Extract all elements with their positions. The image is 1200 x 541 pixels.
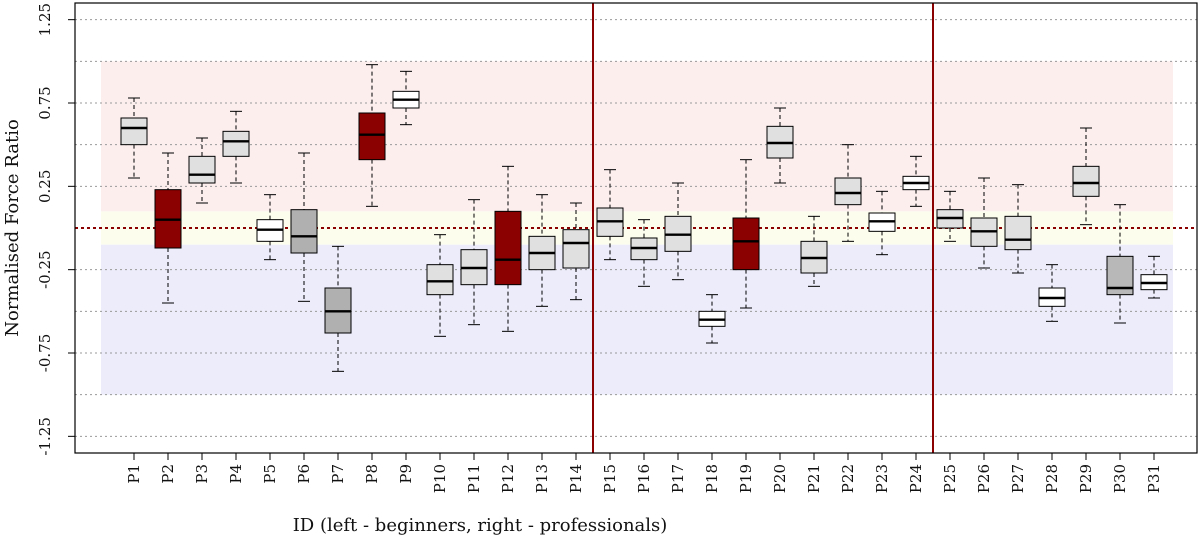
y-tick-label: -0.75 <box>36 334 54 372</box>
iqr-box <box>1072 165 1100 197</box>
x-tick-label: P1 <box>125 464 143 484</box>
box-p18 <box>698 294 726 344</box>
y-axis: -1.25 -0.75 -0.25 0.25 0.75 1.25 <box>36 3 75 456</box>
iqr-box <box>188 155 216 184</box>
box-p13 <box>528 194 556 307</box>
box-p7 <box>324 245 352 372</box>
y-axis-title: Normalised Force Ratio <box>2 119 23 337</box>
y-tick-label: -0.25 <box>36 250 54 288</box>
x-tick-label: P6 <box>295 464 313 484</box>
x-tick-label: P3 <box>193 464 211 484</box>
box-p4 <box>222 110 250 184</box>
box-p25 <box>936 190 964 242</box>
box-p31 <box>1140 255 1168 299</box>
box-p14 <box>562 202 590 301</box>
iqr-box <box>426 264 454 296</box>
x-tick-label: P17 <box>669 464 687 493</box>
upper-band <box>101 61 1173 212</box>
x-tick-label: P26 <box>975 464 993 493</box>
box-p6 <box>290 152 318 302</box>
y-tick-label: 0.25 <box>36 170 54 203</box>
box-p9 <box>392 70 420 126</box>
iqr-box <box>358 112 386 161</box>
box-p28 <box>1038 264 1066 322</box>
box-p23 <box>868 190 896 256</box>
x-tick-label: P25 <box>941 464 959 493</box>
box-p2 <box>154 152 182 304</box>
iqr-box <box>732 217 760 271</box>
lower-band <box>101 244 1173 395</box>
x-tick-label: P10 <box>431 464 449 493</box>
box-p19 <box>732 159 760 309</box>
x-tick-label: P27 <box>1009 464 1027 493</box>
x-tick-label: P30 <box>1111 464 1129 493</box>
box-p11 <box>460 199 488 326</box>
box-p12 <box>494 165 522 332</box>
x-tick-label: P28 <box>1043 464 1061 493</box>
box-p27 <box>1004 184 1032 274</box>
iqr-box <box>290 209 318 254</box>
x-tick-label: P31 <box>1145 464 1163 493</box>
x-tick-label: P13 <box>533 464 551 493</box>
x-axis-title: ID (left - beginners, right - profession… <box>293 515 668 536</box>
x-tick-label: P5 <box>261 464 279 484</box>
box-p24 <box>902 155 930 207</box>
iqr-box <box>222 130 250 157</box>
iqr-box <box>1004 215 1032 251</box>
box-p16 <box>630 219 658 287</box>
x-tick-label: P23 <box>873 464 891 493</box>
x-tick-label: P24 <box>907 464 925 493</box>
boxes <box>120 64 1168 372</box>
y-tick-label: 1.25 <box>36 3 54 36</box>
box-p5 <box>256 194 284 261</box>
x-tick-label: P16 <box>635 464 653 493</box>
iqr-box <box>562 229 590 269</box>
x-tick-label: P9 <box>397 464 415 484</box>
y-tick-label: -1.25 <box>36 417 54 455</box>
box-p8 <box>358 64 386 207</box>
x-tick-label: P11 <box>465 464 483 493</box>
grid-lines <box>75 19 1197 437</box>
x-tick-label: P8 <box>363 464 381 484</box>
x-tick-label: P21 <box>805 464 823 493</box>
group-separators <box>592 3 934 453</box>
x-tick-label: P20 <box>771 464 789 493</box>
x-axis: P1 P2 P3 P4 P5 P6 P7 P8 P9 P10 P11 P12 P13 P14 P15 P16 P… <box>125 452 1163 493</box>
box-p22 <box>834 144 862 242</box>
x-tick-label: P19 <box>737 464 755 493</box>
box-p20 <box>766 107 794 184</box>
box-p21 <box>800 215 828 287</box>
box-p3 <box>188 137 216 204</box>
x-tick-label: P4 <box>227 464 245 484</box>
x-tick-label: P15 <box>601 464 619 493</box>
box-p10 <box>426 234 454 337</box>
x-tick-label: P29 <box>1077 464 1095 493</box>
box-p17 <box>664 182 692 281</box>
x-tick-label: P22 <box>839 464 857 493</box>
iqr-box <box>120 117 148 146</box>
x-tick-label: P18 <box>703 464 721 493</box>
box-p15 <box>596 169 624 261</box>
y-tick-label: 0.75 <box>36 86 54 119</box>
box-p29 <box>1072 127 1100 226</box>
box-p26 <box>970 177 998 269</box>
box-p1 <box>120 97 148 179</box>
x-tick-label: P2 <box>159 464 177 484</box>
x-tick-label: P7 <box>329 464 347 484</box>
iqr-box <box>494 210 522 286</box>
x-tick-label: P12 <box>499 464 517 493</box>
iqr-box <box>834 177 862 206</box>
box-p30 <box>1106 204 1134 324</box>
x-tick-label: P14 <box>567 464 585 493</box>
